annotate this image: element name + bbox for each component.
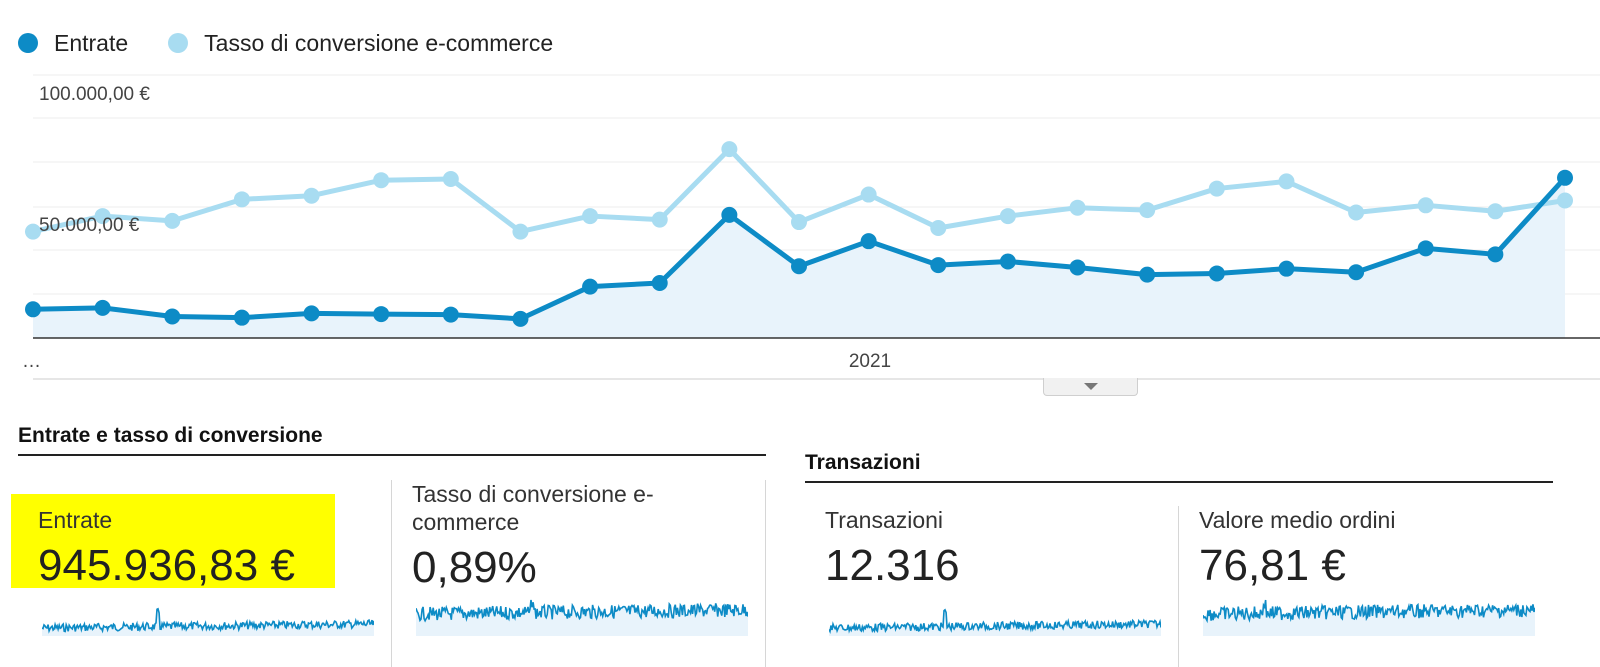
sparkline-area: [42, 608, 374, 636]
point-entrate-22[interactable]: [1557, 169, 1573, 186]
sparkline-line: [1203, 599, 1535, 624]
highlight-box: [11, 494, 335, 588]
y-tick-label-mid: 50.000,00 €: [39, 215, 140, 236]
point-entrate-19[interactable]: [1348, 264, 1365, 281]
point-entrate-5[interactable]: [373, 306, 390, 323]
point-tasso-di-conversione-e-commerce-4[interactable]: [303, 187, 320, 204]
metric-value: 12.316: [825, 541, 960, 590]
point-entrate-15[interactable]: [1069, 259, 1086, 276]
sparkline: [42, 607, 374, 636]
sparkline-line: [42, 607, 374, 634]
legend-dot-conversion-rate: [168, 33, 189, 53]
point-entrate-10[interactable]: [721, 206, 738, 223]
legend-dot-entrate: [18, 33, 38, 53]
point-entrate-11[interactable]: [791, 258, 807, 275]
metric-value: 76,81 €: [1199, 541, 1346, 590]
point-entrate-7[interactable]: [512, 310, 529, 327]
point-tasso-di-conversione-e-commerce-20[interactable]: [1417, 197, 1434, 214]
chart-points: [25, 141, 1573, 327]
point-entrate-3[interactable]: [233, 309, 250, 326]
legend-item-conversion-rate[interactable]: Tasso di conversione e-commerce: [168, 30, 553, 57]
card-divider: [391, 480, 392, 667]
sparkline: [1203, 599, 1535, 636]
point-entrate-21[interactable]: [1487, 246, 1504, 263]
point-tasso-di-conversione-e-commerce-16[interactable]: [1139, 202, 1156, 219]
point-tasso-di-conversione-e-commerce-1[interactable]: [94, 208, 111, 225]
chevron-down-icon: [1084, 383, 1098, 390]
point-entrate-4[interactable]: [303, 305, 320, 322]
point-entrate-9[interactable]: [651, 275, 668, 292]
point-entrate-16[interactable]: [1139, 266, 1156, 283]
sparkline-line: [829, 608, 1161, 634]
point-tasso-di-conversione-e-commerce-5[interactable]: [373, 172, 390, 189]
sparkline-line: [416, 599, 748, 623]
point-tasso-di-conversione-e-commerce-11[interactable]: [791, 214, 807, 231]
point-tasso-di-conversione-e-commerce-15[interactable]: [1069, 199, 1086, 216]
main-line-chart: 100.000,00 € 50.000,00 € … 2021: [22, 74, 1600, 380]
point-tasso-di-conversione-e-commerce-22[interactable]: [1557, 192, 1573, 209]
point-entrate-13[interactable]: [930, 257, 947, 274]
point-tasso-di-conversione-e-commerce-21[interactable]: [1487, 203, 1504, 220]
point-entrate-18[interactable]: [1278, 260, 1295, 277]
point-tasso-di-conversione-e-commerce-18[interactable]: [1278, 173, 1295, 190]
point-tasso-di-conversione-e-commerce-0[interactable]: [25, 223, 41, 240]
point-entrate-1[interactable]: [94, 299, 111, 316]
point-tasso-di-conversione-e-commerce-9[interactable]: [651, 211, 668, 228]
sparkline: [829, 608, 1161, 636]
metric-value: 945.936,83 €: [38, 541, 295, 590]
point-tasso-di-conversione-e-commerce-7[interactable]: [512, 223, 529, 240]
x-tick-label-year: 2021: [849, 351, 891, 372]
point-tasso-di-conversione-e-commerce-2[interactable]: [164, 212, 181, 229]
chart-toggle-tab[interactable]: [1043, 378, 1138, 396]
chart-legend: Entrate Tasso di conversione e-commerce: [18, 28, 593, 58]
metric-label: Tasso di conversione e-commerce: [412, 481, 654, 535]
metric-label: Transazioni: [825, 507, 944, 533]
point-tasso-di-conversione-e-commerce-10[interactable]: [721, 141, 738, 158]
legend-label-conversion-rate: Tasso di conversione e-commerce: [204, 29, 554, 56]
legend-label-entrate: Entrate: [54, 29, 129, 56]
section-title-transactions: Transazioni: [805, 451, 1553, 483]
point-tasso-di-conversione-e-commerce-3[interactable]: [233, 191, 250, 208]
point-entrate-17[interactable]: [1208, 265, 1225, 282]
metric-average-order-value[interactable]: Valore medio ordini 76,81 €: [1199, 506, 1539, 646]
area-entrate: [33, 177, 1565, 338]
point-entrate-14[interactable]: [999, 253, 1016, 270]
card-divider: [765, 480, 766, 667]
point-entrate-2[interactable]: [164, 308, 181, 325]
point-tasso-di-conversione-e-commerce-17[interactable]: [1208, 180, 1225, 197]
metric-value: 0,89%: [412, 543, 537, 592]
sparkline: [416, 599, 748, 636]
point-tasso-di-conversione-e-commerce-19[interactable]: [1348, 204, 1365, 221]
point-tasso-di-conversione-e-commerce-8[interactable]: [582, 208, 599, 225]
metric-conversion-rate[interactable]: Tasso di conversione e-commerce 0,89%: [412, 480, 752, 646]
point-tasso-di-conversione-e-commerce-13[interactable]: [930, 220, 947, 237]
section-title-revenue: Entrate e tasso di conversione: [18, 424, 766, 456]
metric-transactions[interactable]: Transazioni 12.316: [825, 506, 1165, 646]
point-entrate-8[interactable]: [582, 278, 599, 295]
point-entrate-6[interactable]: [442, 306, 459, 323]
point-tasso-di-conversione-e-commerce-12[interactable]: [860, 186, 877, 203]
y-tick-label-top: 100.000,00 €: [39, 84, 150, 105]
point-tasso-di-conversione-e-commerce-14[interactable]: [999, 208, 1016, 225]
legend-item-entrate[interactable]: Entrate: [18, 30, 128, 57]
point-entrate-0[interactable]: [25, 301, 41, 318]
metric-label: Valore medio ordini: [1199, 507, 1396, 533]
point-entrate-20[interactable]: [1417, 240, 1434, 257]
point-entrate-12[interactable]: [860, 233, 877, 250]
card-divider: [1178, 506, 1179, 667]
x-tick-label-left: …: [22, 351, 41, 372]
sparkline-area: [829, 609, 1161, 636]
sparkline-area: [416, 600, 748, 636]
point-tasso-di-conversione-e-commerce-6[interactable]: [442, 171, 459, 188]
metric-label: Entrate: [38, 507, 113, 533]
metric-revenue[interactable]: Entrate 945.936,83 €: [38, 506, 378, 646]
chart-areas: [33, 177, 1565, 338]
